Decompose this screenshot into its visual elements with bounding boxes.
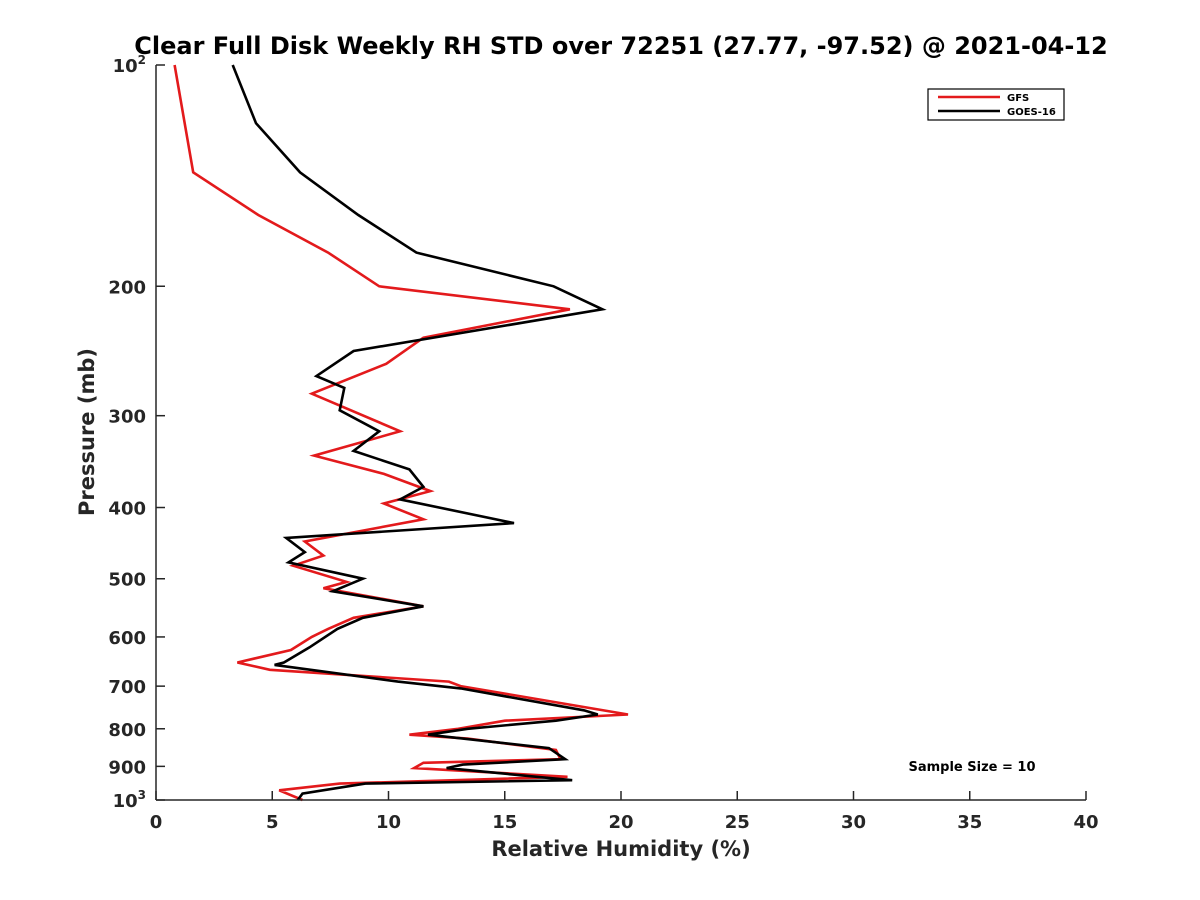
x-tick-label: 15 — [492, 812, 517, 833]
y-tick-label: 300 — [108, 407, 146, 428]
legend-label-goes16: GOES-16 — [1007, 107, 1056, 118]
y-axis-label: Pressure (mb) — [75, 348, 99, 516]
x-tick-label: 10 — [376, 812, 401, 833]
legend-box — [927, 88, 1065, 121]
y-tick-label: 200 — [108, 277, 146, 298]
legend: GFS GOES-16 — [927, 88, 1065, 121]
x-ticks: 0 5 10 15 20 25 30 35 40 — [150, 791, 1099, 833]
axes — [155, 65, 1086, 801]
x-tick-label: 25 — [725, 812, 750, 833]
y-tick-label: 800 — [108, 720, 146, 741]
x-tick-label: 40 — [1073, 812, 1098, 833]
chart-title: Clear Full Disk Weekly RH STD over 72251… — [134, 32, 1107, 60]
x-axis-label: Relative Humidity (%) — [491, 837, 750, 861]
y-tick-label: 500 — [108, 570, 146, 591]
y-tick-label: 103 — [113, 788, 146, 812]
sample-size-annotation: Sample Size = 10 — [908, 760, 1035, 775]
x-tick-label: 35 — [957, 812, 982, 833]
y-ticks: 102 200 300 400 500 600 700 800 900 103 — [108, 53, 165, 812]
series-line-gfs — [173, 64, 629, 802]
plot-lines — [173, 64, 629, 802]
x-tick-label: 5 — [266, 812, 279, 833]
y-tick-label: 700 — [108, 677, 146, 698]
x-tick-label: 20 — [608, 812, 633, 833]
y-tick-label: 600 — [108, 628, 146, 649]
y-tick-label: 102 — [113, 53, 146, 77]
series-line-goes16 — [231, 64, 607, 801]
x-tick-label: 0 — [150, 812, 163, 833]
x-tick-label: 30 — [841, 812, 866, 833]
legend-label-gfs: GFS — [1007, 93, 1029, 104]
y-tick-label: 900 — [108, 757, 146, 778]
y-tick-label: 400 — [108, 499, 146, 520]
